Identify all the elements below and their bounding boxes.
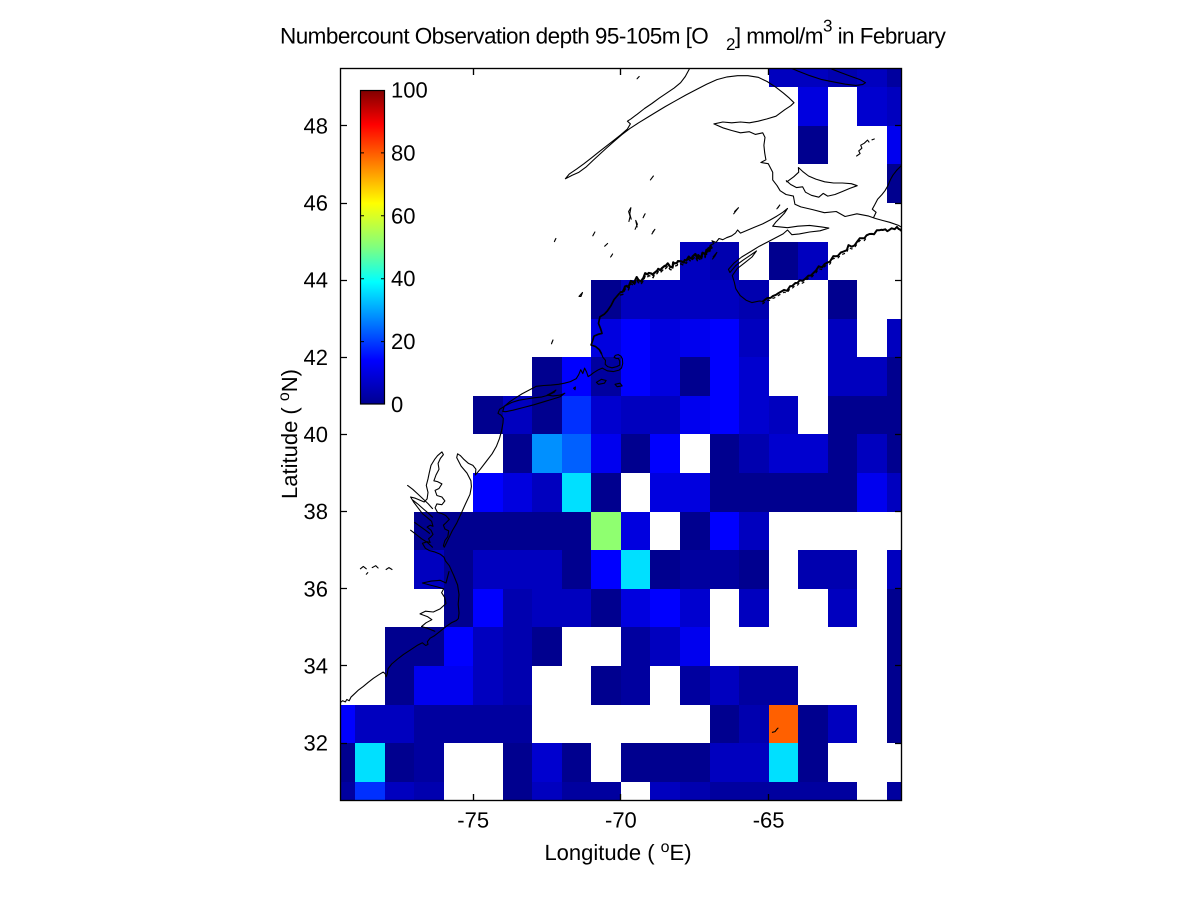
svg-text:-70: -70 (605, 808, 637, 833)
svg-text:60: 60 (391, 203, 415, 228)
svg-text:32: 32 (304, 731, 328, 756)
svg-text:48: 48 (304, 113, 328, 138)
svg-text:20: 20 (391, 329, 415, 354)
svg-text:Latitude ( oN): Latitude ( oN) (276, 369, 302, 499)
svg-text:80: 80 (391, 140, 415, 165)
svg-text:Numbercount Observation depth: Numbercount Observation depth 95-105m [O… (280, 17, 947, 55)
svg-text:38: 38 (304, 499, 328, 524)
svg-text:40: 40 (304, 422, 328, 447)
svg-text:-75: -75 (457, 808, 489, 833)
svg-text:40: 40 (391, 266, 415, 291)
svg-text:Longitude ( oE): Longitude ( oE) (544, 839, 691, 865)
svg-text:46: 46 (304, 191, 328, 216)
svg-text:42: 42 (304, 345, 328, 370)
svg-text:36: 36 (304, 576, 328, 601)
svg-text:34: 34 (304, 654, 328, 679)
svg-text:0: 0 (391, 392, 403, 417)
svg-text:-65: -65 (753, 808, 785, 833)
svg-text:44: 44 (304, 268, 328, 293)
svg-text:100: 100 (391, 78, 428, 103)
